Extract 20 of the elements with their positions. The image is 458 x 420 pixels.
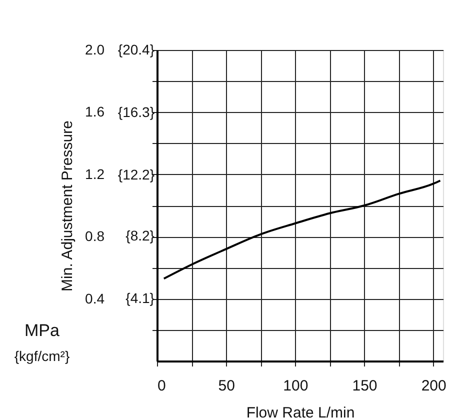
y-tick-label: 0.4 xyxy=(85,290,105,306)
y-tick-label: 0.8 xyxy=(85,228,105,244)
x-tick-label: 50 xyxy=(218,378,235,394)
y-tick-label: 2.0 xyxy=(85,42,105,58)
x-axis-title: Flow Rate L/min xyxy=(246,404,355,420)
y2-tick-label: {12.2} xyxy=(118,166,155,183)
y2-tick-label: {16.3} xyxy=(118,104,155,120)
x-tick-label: 200 xyxy=(421,378,446,394)
y-tick-label: 1.6 xyxy=(85,104,105,120)
x-tick-label: 150 xyxy=(352,378,378,394)
y2-tick-label: {8.2} xyxy=(126,227,155,244)
y-tick-label: 1.2 xyxy=(85,166,105,182)
x-tick-label: 100 xyxy=(283,378,308,394)
y2-tick-label: {20.4} xyxy=(118,42,155,58)
text: {kgf/cm²} xyxy=(14,348,70,364)
x-tick-label: 0 xyxy=(158,378,166,394)
line-series xyxy=(162,180,442,280)
y-axis-title: Min. Adjustment Pressure xyxy=(59,120,76,292)
y2-tick-label: {4.1} xyxy=(126,290,155,306)
text: MPa xyxy=(24,321,60,340)
